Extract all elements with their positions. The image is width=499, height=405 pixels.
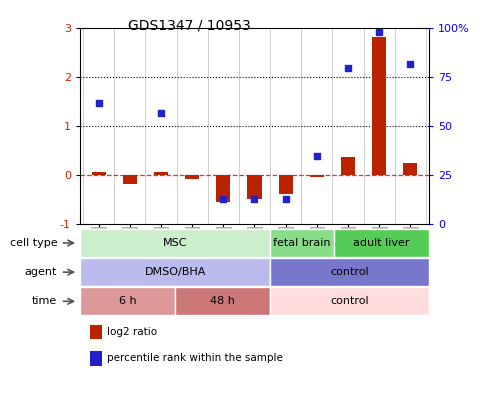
Point bbox=[344, 64, 352, 71]
Bar bbox=[80, 229, 270, 257]
Bar bbox=[248, 175, 261, 199]
Bar bbox=[154, 172, 168, 175]
Bar bbox=[403, 163, 418, 175]
Text: control: control bbox=[330, 296, 369, 306]
Bar bbox=[310, 175, 324, 177]
Text: fetal brain: fetal brain bbox=[273, 238, 331, 248]
Point bbox=[94, 100, 103, 106]
Text: DMSO/BHA: DMSO/BHA bbox=[144, 267, 206, 277]
Text: GDS1347 / 10953: GDS1347 / 10953 bbox=[128, 18, 251, 32]
Text: control: control bbox=[330, 267, 369, 277]
Text: adult liver: adult liver bbox=[353, 238, 410, 248]
Bar bbox=[185, 175, 199, 179]
Text: MSC: MSC bbox=[163, 238, 187, 248]
Bar bbox=[270, 229, 334, 257]
Bar bbox=[80, 287, 175, 315]
Bar bbox=[334, 229, 429, 257]
Bar bbox=[278, 175, 293, 194]
Text: log2 ratio: log2 ratio bbox=[107, 327, 157, 337]
Bar bbox=[91, 172, 106, 175]
Bar bbox=[270, 258, 429, 286]
Point bbox=[375, 29, 383, 36]
Point bbox=[313, 153, 321, 159]
Point bbox=[157, 109, 165, 116]
Text: cell type: cell type bbox=[9, 238, 57, 248]
Bar bbox=[216, 175, 231, 202]
Text: 48 h: 48 h bbox=[210, 296, 235, 306]
Point bbox=[406, 60, 414, 67]
Text: percentile rank within the sample: percentile rank within the sample bbox=[107, 354, 283, 363]
Bar bbox=[80, 258, 270, 286]
Bar bbox=[175, 287, 270, 315]
Bar bbox=[270, 287, 429, 315]
Bar bbox=[123, 175, 137, 184]
Bar bbox=[341, 157, 355, 175]
Point bbox=[281, 196, 289, 202]
Point bbox=[219, 196, 227, 202]
Text: 6 h: 6 h bbox=[119, 296, 136, 306]
Bar bbox=[372, 37, 386, 175]
Point bbox=[250, 196, 258, 202]
Text: agent: agent bbox=[25, 267, 57, 277]
Text: time: time bbox=[32, 296, 57, 306]
